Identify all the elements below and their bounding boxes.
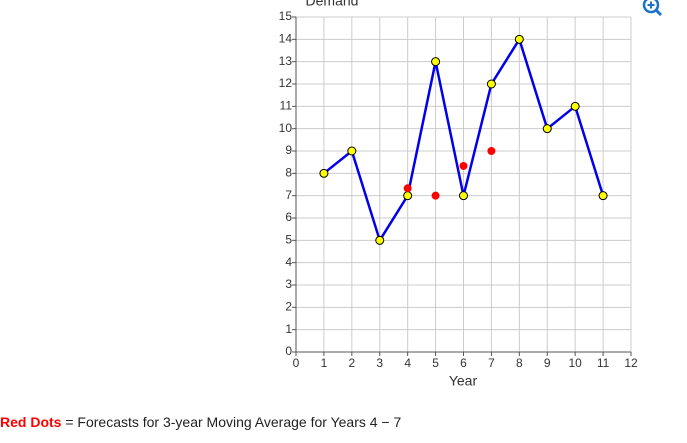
x-tick-label: 11 — [597, 356, 610, 370]
y-tick-label: 13 — [279, 54, 293, 68]
caption-highlight: Red Dots — [0, 414, 62, 430]
x-tick-label: 1 — [321, 356, 328, 370]
y-tick-label: 6 — [285, 210, 292, 224]
x-tick-label: 10 — [568, 356, 582, 370]
point — [598, 191, 608, 201]
caption-text: = Forecasts for 3-year Moving Average fo… — [65, 414, 402, 430]
y-tick-label: 0 — [285, 344, 292, 358]
y-tick-label: 14 — [279, 32, 293, 46]
y-tick-label: 7 — [285, 188, 292, 202]
y-tick-label: 1 — [285, 322, 292, 336]
x-tick-label: 6 — [460, 356, 467, 370]
y-tick-label: 10 — [279, 121, 293, 135]
x-tick-label: 0 — [293, 356, 300, 370]
point — [403, 191, 413, 201]
point — [431, 57, 441, 67]
zoom-icon[interactable] — [642, 0, 663, 17]
y-tick-label: 12 — [279, 76, 293, 90]
y-tick-label: 11 — [280, 99, 293, 113]
zoom-lens — [642, 0, 660, 14]
caption: Red Dots = Forecasts for 3-year Moving A… — [0, 414, 401, 430]
point — [459, 191, 468, 201]
y-tick-label: 4 — [285, 255, 292, 269]
forecast-dot — [459, 161, 468, 170]
x-axis-label: Year — [449, 373, 478, 389]
point — [347, 146, 357, 156]
y-tick-label: 8 — [285, 166, 292, 180]
x-tick-label: 12 — [624, 356, 638, 370]
y-tick-label: 3 — [285, 277, 292, 291]
point — [542, 124, 552, 134]
y-tick-label: 5 — [285, 233, 292, 247]
point — [375, 235, 385, 245]
point — [319, 168, 329, 178]
x-tick-label: 4 — [404, 356, 411, 370]
y-axis-label: Demand — [306, 0, 359, 9]
x-tick-label: 5 — [432, 356, 439, 370]
forecast-dot — [403, 184, 412, 193]
y-tick-label: 15 — [279, 9, 293, 23]
x-tick-label: 7 — [488, 356, 495, 370]
x-tick-label: 8 — [516, 356, 523, 370]
y-tick-label: 2 — [285, 300, 292, 314]
point — [570, 101, 580, 111]
x-tick-label: 3 — [376, 356, 383, 370]
point — [486, 79, 496, 89]
x-tick-label: 9 — [544, 356, 551, 370]
zoom-handle — [654, 8, 663, 17]
y-tick-label: 9 — [285, 143, 292, 157]
point — [514, 34, 524, 44]
forecast-dot — [487, 147, 496, 155]
forecast-dot — [431, 191, 440, 200]
x-tick-label: 2 — [348, 356, 355, 370]
